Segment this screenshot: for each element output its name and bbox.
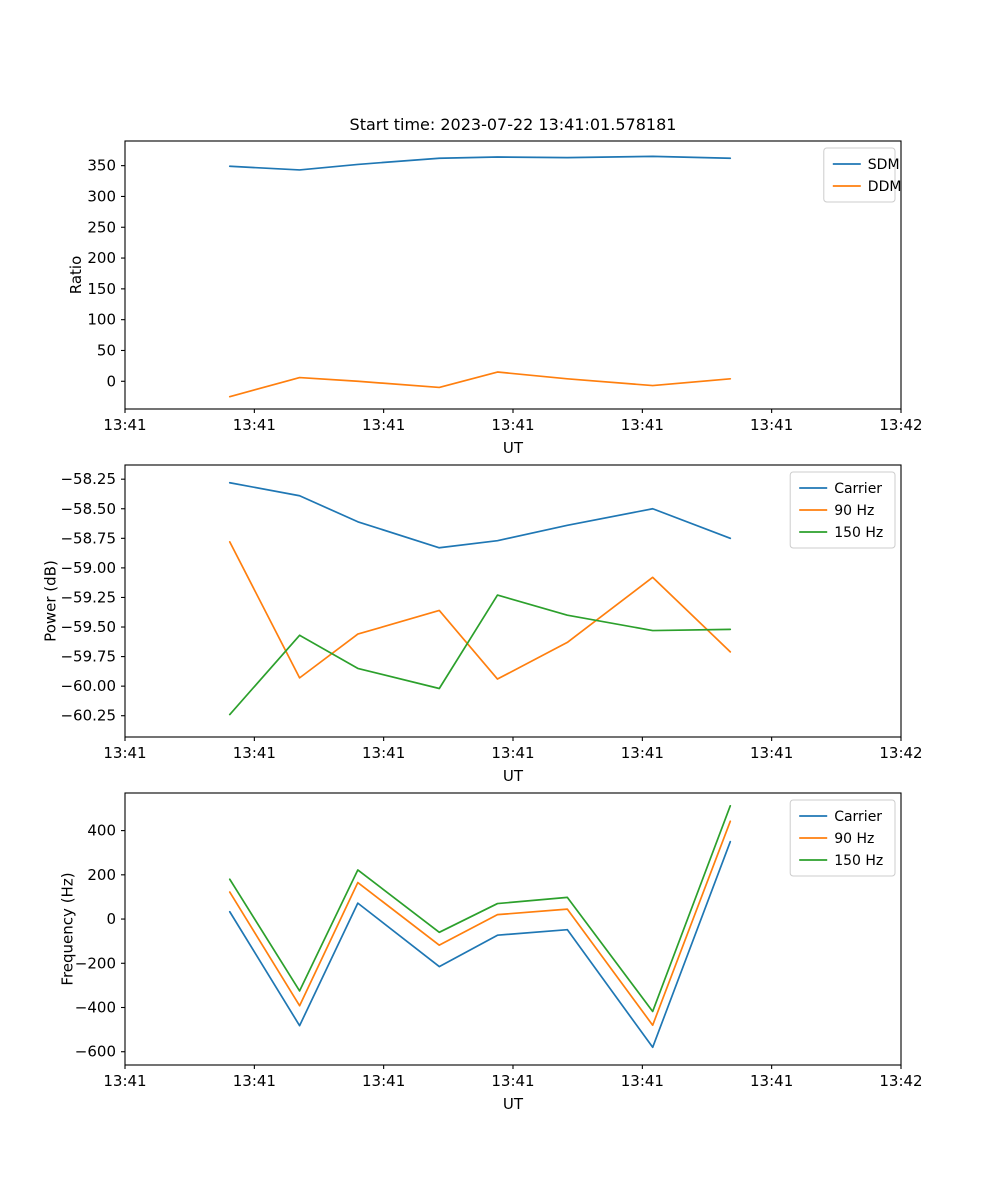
x-tick-label: 13:41 <box>233 744 276 762</box>
legend-background <box>823 147 896 203</box>
x-tick-label: 13:41 <box>233 416 276 434</box>
y-tick-label: 200 <box>87 866 116 884</box>
x-tick-label: 13:41 <box>233 1072 276 1090</box>
y-tick-label: −59.50 <box>60 618 116 636</box>
x-axis-label: UT <box>503 439 524 457</box>
y-tick-label: 150 <box>87 280 116 298</box>
subplot-ratio: 13:41 13:41 13:41 13:41 13:41 13:41 13:42 UT 0 50… <box>67 140 923 457</box>
x-tick-label: 13:41 <box>621 416 664 434</box>
y-tick-label: 400 <box>87 822 116 840</box>
series-line-sdm <box>228 155 732 171</box>
x-tick-label: 13:41 <box>362 744 405 762</box>
x-tick-label: 13:41 <box>491 416 534 434</box>
x-tick-label: 13:41 <box>491 744 534 762</box>
y-tick-label: 100 <box>87 311 116 329</box>
legend-background <box>789 799 896 877</box>
x-tick-label: 13:42 <box>879 1072 922 1090</box>
x-axis-label: UT <box>503 767 524 785</box>
y-tick-label: 0 <box>106 910 116 928</box>
y-tick-label: −59.25 <box>60 588 116 606</box>
plot-area-background <box>125 465 901 737</box>
x-tick-label: 13:41 <box>750 744 793 762</box>
y-tick-label: −600 <box>75 1043 116 1061</box>
x-tick-label: 13:42 <box>879 416 922 434</box>
y-tick-label: −58.50 <box>60 500 116 518</box>
legend-label-150-hz: 150 Hz <box>834 853 883 869</box>
legend-background <box>789 471 896 549</box>
y-tick-label: 50 <box>97 341 116 359</box>
y-tick-label: −59.75 <box>60 648 116 666</box>
subplot-power: 13:41 13:41 13:41 13:41 13:41 13:41 13:42 UT −60… <box>41 464 923 785</box>
y-axis-label: Frequency (Hz) <box>59 872 77 985</box>
legend: Carrier 90 Hz 150 Hz <box>789 799 896 877</box>
legend-label-ddm: DDM <box>868 179 902 195</box>
y-tick-label: 200 <box>87 249 116 267</box>
y-axis-label: Ratio <box>67 256 85 295</box>
x-axis-label: UT <box>503 1095 524 1113</box>
series-line-90-hz <box>228 820 732 1027</box>
y-tick-label: 0 <box>106 372 116 390</box>
y-tick-label: −60.00 <box>60 677 116 695</box>
x-tick-label: 13:41 <box>621 1072 664 1090</box>
plot-area-background <box>125 141 901 409</box>
legend-label-90-hz: 90 Hz <box>834 503 874 519</box>
legend-label-carrier: Carrier <box>834 809 882 825</box>
series-line-150-hz <box>228 804 732 1013</box>
x-tick-label: 13:41 <box>103 416 146 434</box>
legend-label-90-hz: 90 Hz <box>834 831 874 847</box>
x-tick-label: 13:41 <box>362 1072 405 1090</box>
subplot-frequency: 13:41 13:41 13:41 13:41 13:41 13:41 13:42 UT −60… <box>59 792 923 1113</box>
legend-label-150-hz: 150 Hz <box>834 525 883 541</box>
y-axis-label: Power (dB) <box>41 560 59 642</box>
legend-label-carrier: Carrier <box>834 481 882 497</box>
figure-title: Start time: 2023-07-22 13:41:01.578181 <box>350 115 677 134</box>
y-tick-label: −400 <box>75 999 116 1017</box>
series-line-ddm <box>228 371 732 398</box>
series-line-carrier <box>228 481 732 549</box>
y-tick-label: −58.25 <box>60 470 116 488</box>
x-tick-label: 13:42 <box>879 744 922 762</box>
series-line-carrier <box>228 840 732 1049</box>
x-tick-label: 13:41 <box>362 416 405 434</box>
legend: Carrier 90 Hz 150 Hz <box>789 471 896 549</box>
x-tick-label: 13:41 <box>750 416 793 434</box>
series-line-150-hz <box>228 594 732 716</box>
x-tick-label: 13:41 <box>750 1072 793 1090</box>
legend: SDM DDM <box>823 147 902 203</box>
y-tick-label: 250 <box>87 218 116 236</box>
y-tick-label: 300 <box>87 187 116 205</box>
plot-area-background <box>125 793 901 1065</box>
y-tick-label: −200 <box>75 954 116 972</box>
x-tick-label: 13:41 <box>103 744 146 762</box>
x-tick-label: 13:41 <box>491 1072 534 1090</box>
y-tick-label: −60.25 <box>60 707 116 725</box>
x-tick-label: 13:41 <box>103 1072 146 1090</box>
y-tick-label: −58.75 <box>60 529 116 547</box>
y-tick-label: 350 <box>87 157 116 175</box>
x-tick-label: 13:41 <box>621 744 664 762</box>
y-tick-label: −59.00 <box>60 559 116 577</box>
legend-label-sdm: SDM <box>868 157 900 173</box>
series-line-90-hz <box>228 541 732 680</box>
